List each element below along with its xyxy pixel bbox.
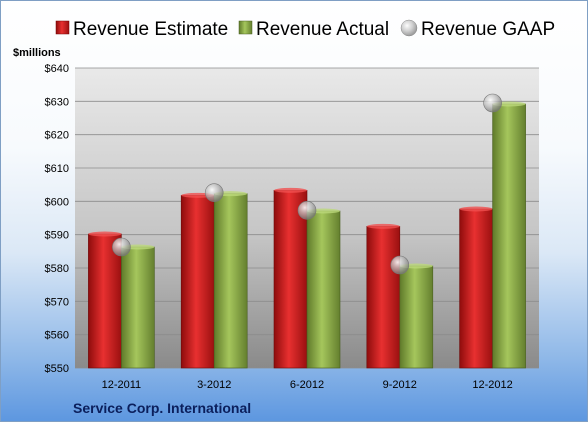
legend-label-actual: Revenue Actual [256, 19, 389, 40]
y-tick-label: $550 [45, 363, 69, 375]
gaap-marker [390, 255, 410, 275]
x-tick-label: 12-2011 [102, 379, 142, 391]
bar-revenue-estimate [180, 195, 215, 369]
x-tick-label: 12-2012 [472, 379, 512, 391]
bar-revenue-estimate [459, 208, 493, 369]
gaap-marker [204, 183, 224, 202]
legend-swatch-actual [238, 20, 253, 35]
x-tick-label: 9-2012 [383, 379, 417, 391]
bar-revenue-actual [306, 210, 341, 369]
bar-revenue-estimate-cap [274, 187, 307, 193]
y-tick-label: $640 [45, 63, 69, 75]
bar-revenue-actual [399, 265, 434, 369]
y-axis: $550 $560 $570 $580 $590 $600 $610 $620 $630 $640 [45, 63, 69, 375]
x-tick-label: 6-2012 [290, 379, 324, 391]
gaap-marker [112, 237, 131, 257]
bar-revenue-estimate-cap [366, 223, 400, 229]
legend-label-estimate: Revenue Estimate [73, 19, 228, 40]
unit-label: $millions [13, 47, 61, 59]
bar-revenue-actual [121, 246, 155, 369]
bar-revenue-estimate-cap [88, 231, 122, 237]
legend-marker-gaap [400, 19, 418, 37]
x-axis: 12-2011 3-2012 6-2012 9-2012 12-2012 [102, 379, 513, 391]
gaap-marker [297, 201, 317, 220]
legend-swatch-estimate [55, 20, 70, 35]
gaap-marker [483, 93, 502, 113]
bar-revenue-actual [492, 103, 526, 369]
bars [88, 101, 526, 369]
y-tick-label: $580 [45, 263, 69, 275]
y-tick-label: $610 [45, 163, 69, 175]
y-tick-label: $560 [45, 330, 69, 342]
gaap-markers [112, 93, 502, 275]
y-tick-label: $590 [45, 230, 69, 242]
bar-revenue-estimate [88, 233, 122, 369]
bar-revenue-estimate [273, 190, 308, 369]
bar-revenue-actual [213, 193, 248, 369]
y-tick-label: $630 [45, 96, 69, 108]
bar-revenue-estimate [366, 226, 401, 369]
legend: Revenue Estimate Revenue Actual Revenue … [55, 19, 555, 40]
company-name: Service Corp. International [73, 400, 251, 416]
y-tick-label: $620 [45, 130, 69, 142]
x-tick-label: 3-2012 [197, 379, 231, 391]
legend-label-gaap: Revenue GAAP [421, 19, 555, 40]
bar-revenue-estimate-cap [459, 206, 493, 212]
y-tick-label: $570 [45, 296, 69, 308]
y-tick-label: $600 [45, 196, 69, 208]
